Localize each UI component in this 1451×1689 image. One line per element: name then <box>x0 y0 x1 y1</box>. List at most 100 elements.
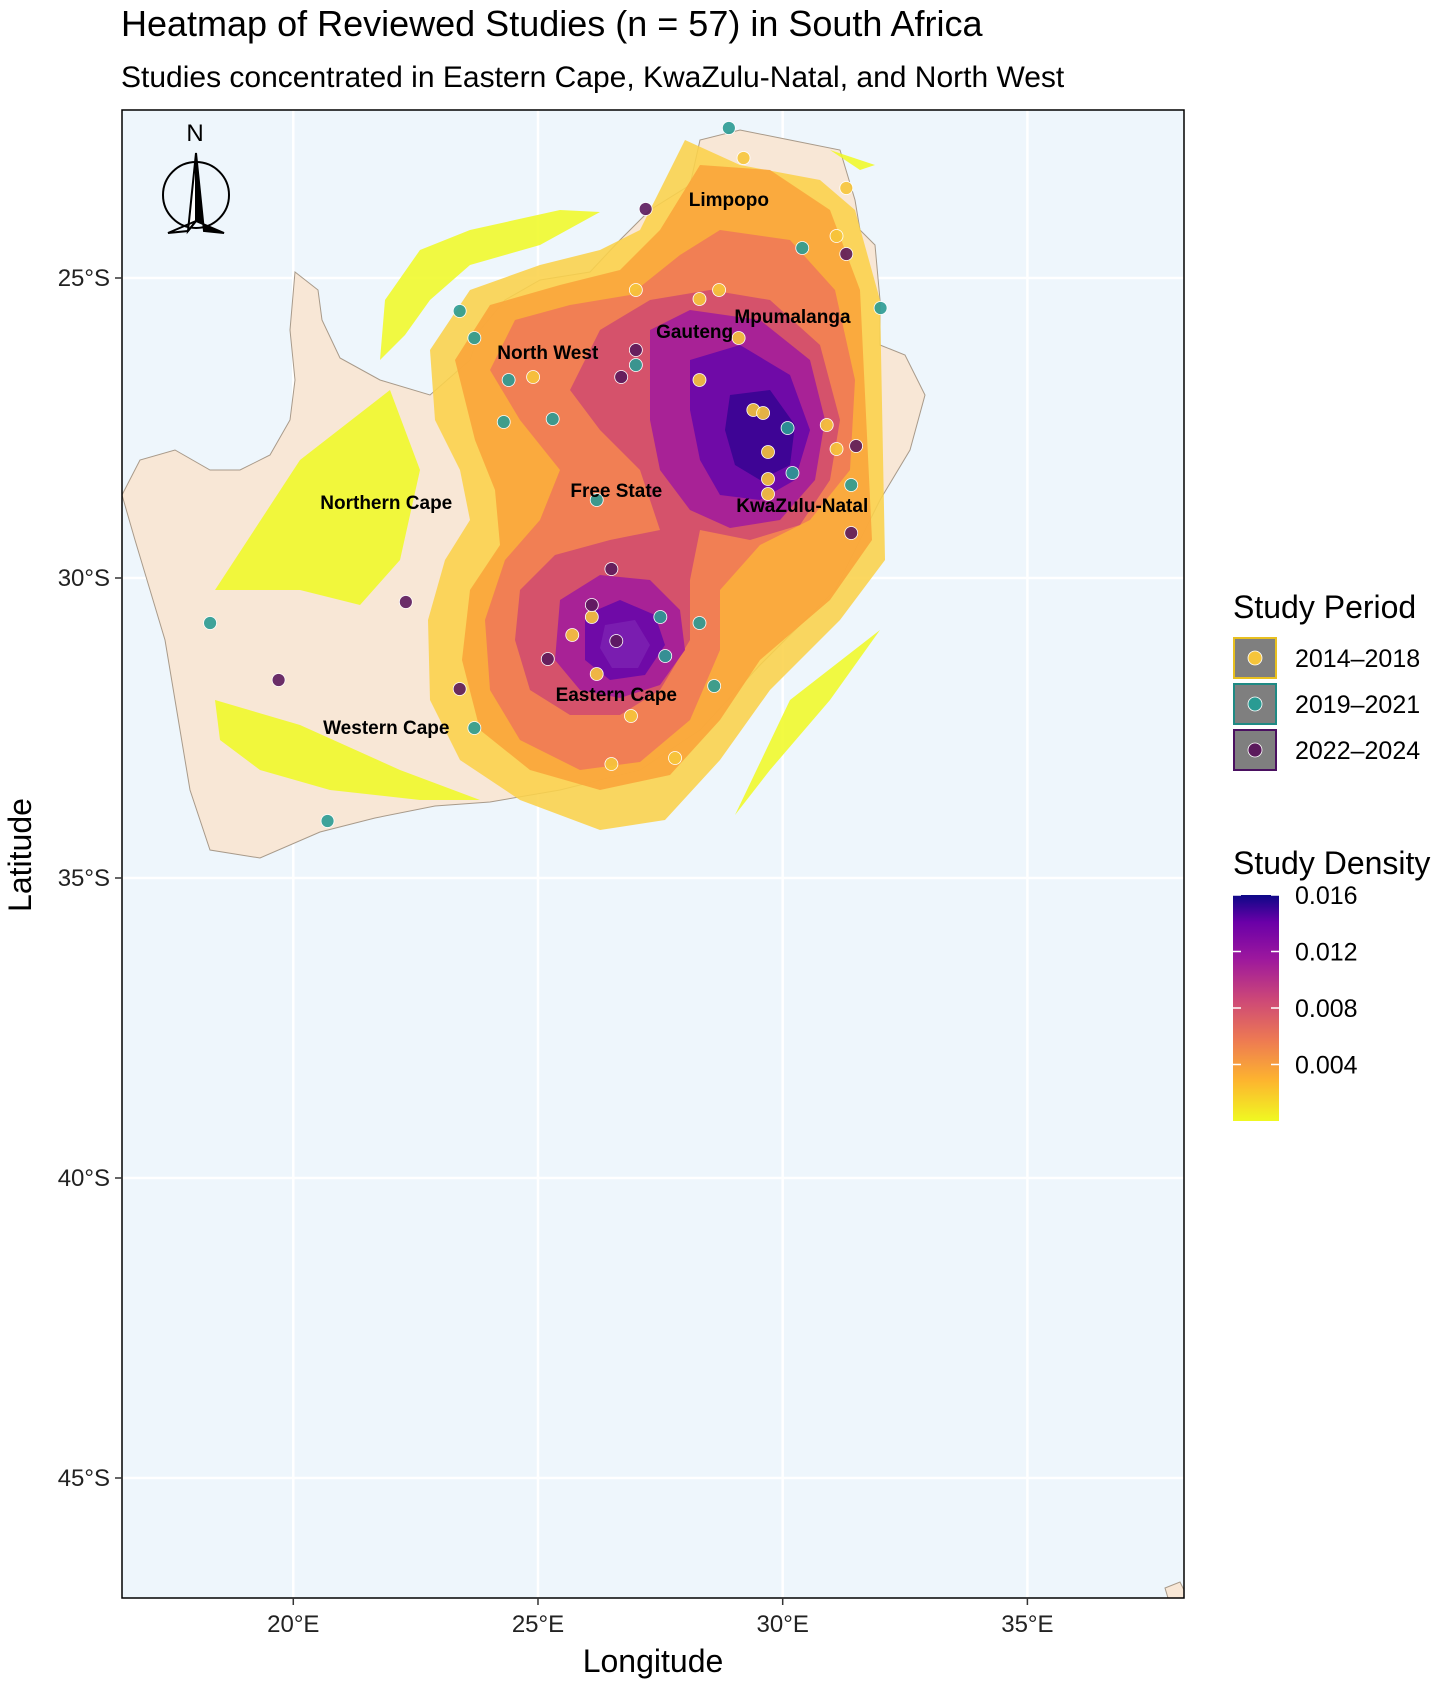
density-fringe-limpopo <box>830 150 875 170</box>
study-point-2014-2018 <box>761 487 775 501</box>
study-point-2014-2018 <box>589 667 604 681</box>
y-tick-label: 40°S <box>58 1165 110 1192</box>
study-point-2022-2024 <box>839 247 854 261</box>
study-point-2019-2021 <box>452 304 467 318</box>
study-point-2019-2021 <box>785 466 800 480</box>
study-point-2019-2021 <box>203 616 217 630</box>
study-point-2014-2018 <box>624 709 638 723</box>
study-point-2019-2021 <box>467 331 482 345</box>
legend-density-title: Study Density <box>1233 845 1430 881</box>
legend-period-label: 2022–2024 <box>1295 737 1420 765</box>
province-label: North West <box>497 343 599 364</box>
density-fringe-northern-cape <box>215 390 420 605</box>
study-point-2014-2018 <box>628 283 643 297</box>
x-tick-label: 20°E <box>267 1611 319 1638</box>
north-label: N <box>186 120 203 147</box>
province-label: Eastern Cape <box>556 685 677 706</box>
study-point-2019-2021 <box>545 412 560 426</box>
y-tick-label: 25°S <box>58 265 110 292</box>
legend-period-title: Study Period <box>1233 589 1416 625</box>
study-point-2019-2021 <box>780 421 795 435</box>
study-point-2019-2021 <box>692 616 707 630</box>
density-fringe-western-cape <box>215 700 480 800</box>
legend-key-dot <box>1247 650 1263 666</box>
chart-title: Heatmap of Reviewed Studies (n = 57) in … <box>121 3 983 44</box>
province-label: Limpopo <box>689 190 769 211</box>
study-point-2014-2018 <box>712 283 726 297</box>
study-point-2014-2018 <box>584 610 599 624</box>
legend-period-label: 2019–2021 <box>1295 691 1420 719</box>
study-point-2022-2024 <box>849 439 864 453</box>
study-point-2014-2018 <box>692 292 707 306</box>
legend-study-density: Study Density 0.016 0.012 0.008 0.004 <box>1233 845 1430 1121</box>
study-point-2022-2024 <box>398 595 413 609</box>
study-point-2019-2021 <box>320 814 335 828</box>
study-point-2022-2024 <box>638 202 653 216</box>
y-axis-ticks: 25°S 30°S 35°S 40°S 45°S <box>58 265 122 1492</box>
colorbar-label: 0.012 <box>1295 939 1358 967</box>
colorbar-label: 0.008 <box>1295 995 1358 1023</box>
study-point-2022-2024 <box>614 370 629 384</box>
study-point-2022-2024 <box>844 526 859 540</box>
study-point-2019-2021 <box>844 478 859 492</box>
density-level-7b <box>600 620 650 668</box>
y-tick-label: 45°S <box>58 1465 110 1492</box>
legend-key-dot <box>1247 696 1263 712</box>
study-point-2019-2021 <box>653 610 668 624</box>
x-axis-label: Longitude <box>583 1643 724 1679</box>
study-point-2014-2018 <box>668 751 682 765</box>
panel-border <box>121 109 1185 1599</box>
density-fringe-sea <box>735 630 880 815</box>
north-arrow-icon: N <box>162 120 230 235</box>
study-point-2019-2021 <box>721 121 736 135</box>
legend-study-period: Study Period 2014–2018 2019–2021 2022–2024 <box>1233 589 1420 771</box>
study-point-2019-2021 <box>589 493 604 507</box>
province-label: Gauteng <box>656 322 733 343</box>
y-tick-label: 35°S <box>58 865 110 892</box>
study-point-2019-2021 <box>658 649 673 663</box>
study-point-2022-2024 <box>604 562 619 576</box>
study-point-2014-2018 <box>756 406 771 420</box>
study-point-2014-2018 <box>526 370 540 384</box>
legend-key-dot <box>1247 742 1263 758</box>
y-axis-label: Latitude <box>2 798 38 912</box>
x-tick-label: 25°E <box>512 1611 564 1638</box>
study-point-2014-2018 <box>692 373 707 387</box>
x-tick-label: 30°E <box>757 1611 809 1638</box>
study-point-2014-2018 <box>761 472 775 486</box>
study-point-2022-2024 <box>628 343 643 357</box>
coast-fragment <box>1164 1581 1184 1598</box>
province-label: Free State <box>570 481 662 502</box>
study-points <box>203 121 888 828</box>
study-point-2022-2024 <box>609 634 624 648</box>
province-label: Northern Cape <box>320 493 452 514</box>
x-tick-label: 35°E <box>1001 1611 1053 1638</box>
study-point-2014-2018 <box>829 229 844 243</box>
study-point-2019-2021 <box>628 358 643 372</box>
study-point-2022-2024 <box>584 598 599 612</box>
province-label: KwaZulu-Natal <box>736 496 868 517</box>
y-tick-label: 30°S <box>58 565 110 592</box>
study-point-2014-2018 <box>829 442 844 456</box>
density-fringe-north <box>380 210 600 360</box>
study-point-2014-2018 <box>761 445 775 459</box>
study-point-2019-2021 <box>496 415 511 429</box>
study-point-2022-2024 <box>540 652 555 666</box>
study-point-2014-2018 <box>819 418 834 432</box>
chart-subtitle: Studies concentrated in Eastern Cape, Kw… <box>121 61 1065 94</box>
study-point-2022-2024 <box>271 673 286 687</box>
colorbar-label: 0.004 <box>1295 1052 1358 1080</box>
province-label: Western Cape <box>323 718 449 739</box>
study-point-2019-2021 <box>501 373 516 387</box>
study-point-2014-2018 <box>604 757 619 771</box>
x-axis-ticks: 20°E 25°E 30°E 35°E <box>267 1598 1054 1638</box>
legend-period-label: 2014–2018 <box>1295 645 1420 673</box>
study-point-2022-2024 <box>452 682 467 696</box>
study-point-2014-2018 <box>736 151 751 165</box>
density-level-7 <box>725 390 795 480</box>
colorbar-label: 0.016 <box>1295 882 1358 910</box>
study-point-2014-2018 <box>565 628 580 642</box>
